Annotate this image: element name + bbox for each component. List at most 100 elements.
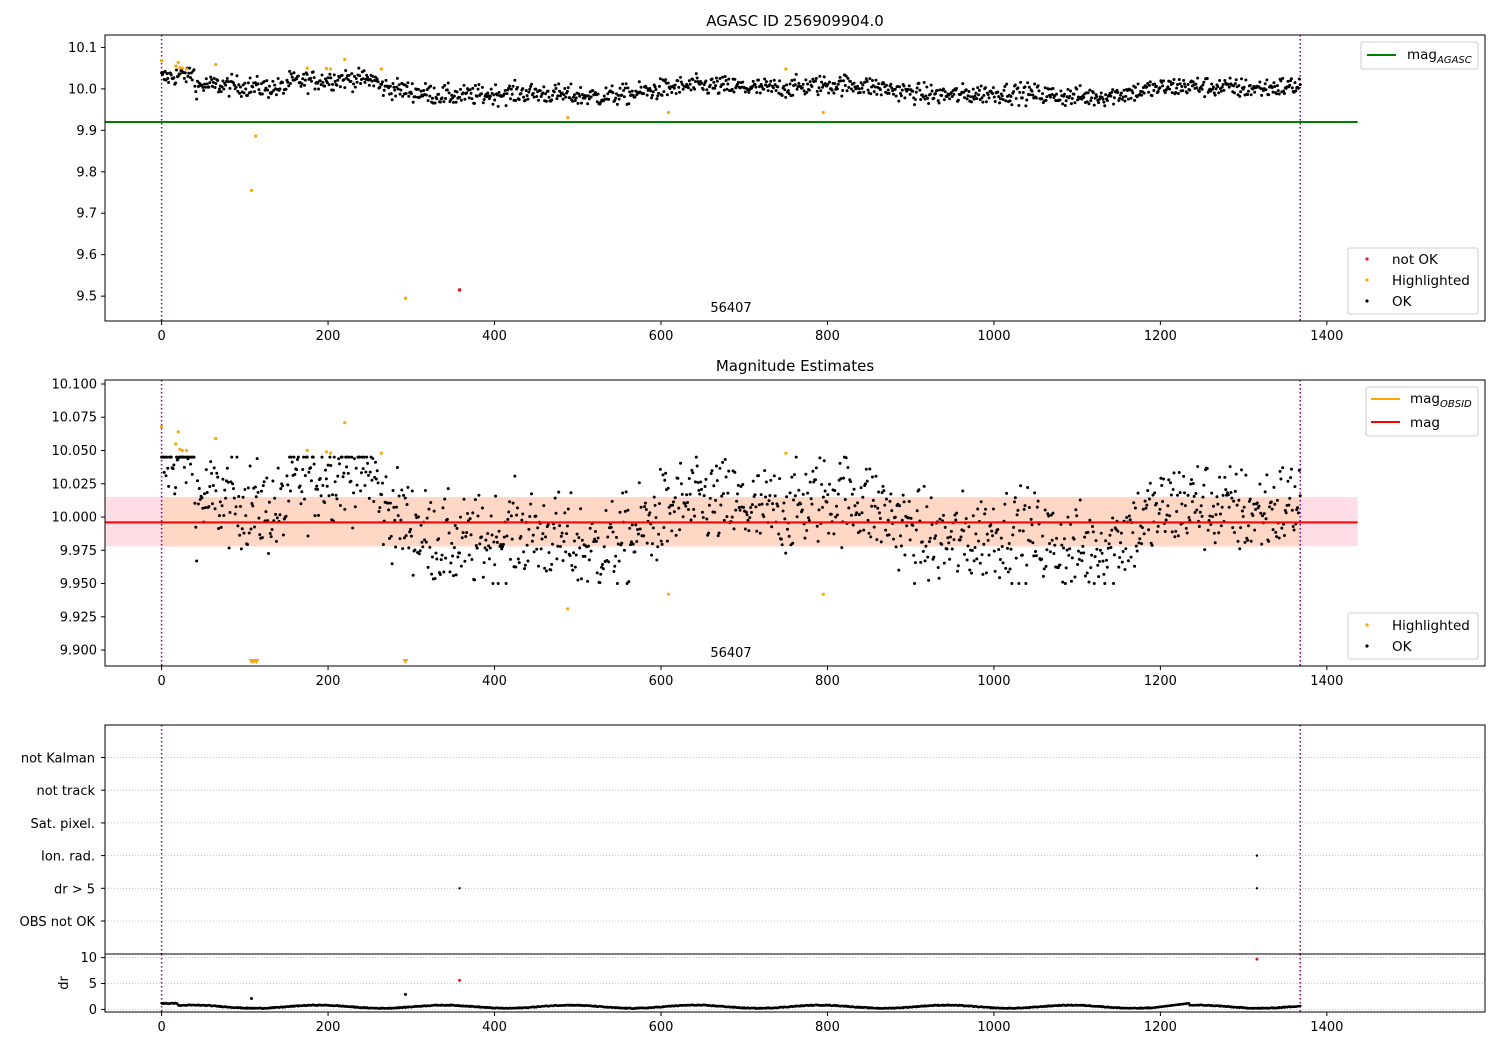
ok-point <box>192 68 196 72</box>
ok-point <box>710 77 714 81</box>
ok-point <box>602 545 606 549</box>
ok-point <box>171 467 175 471</box>
ok-point <box>467 96 471 100</box>
ok-point <box>249 90 253 94</box>
magnitude-line-legend: magOBSID mag <box>1365 386 1479 437</box>
ok-point <box>1187 515 1191 519</box>
ok-point <box>862 90 866 94</box>
ok-point <box>699 480 703 484</box>
ok-point <box>814 466 818 470</box>
ok-point <box>1270 86 1274 90</box>
ok-point <box>382 88 386 92</box>
ok-point <box>1013 496 1017 500</box>
ok-point <box>902 500 906 504</box>
ok-point <box>1161 84 1165 88</box>
ok-point <box>438 572 442 576</box>
ok-point <box>726 491 730 495</box>
ok-point <box>626 86 630 90</box>
ok-point <box>536 526 540 530</box>
highlighted-point <box>159 424 164 429</box>
ok-point <box>1248 497 1252 501</box>
ok-point <box>1005 546 1009 550</box>
ok-point <box>1233 82 1237 86</box>
ok-point <box>502 535 506 539</box>
ok-point <box>1169 493 1173 497</box>
ok-point <box>631 542 635 546</box>
ok-point <box>801 82 805 86</box>
ok-point <box>849 87 853 91</box>
ok-point <box>371 74 375 78</box>
ok-point <box>1170 91 1174 95</box>
ok-point <box>332 455 336 459</box>
ok-point <box>964 517 968 521</box>
ok-point <box>257 516 261 520</box>
ok-point <box>552 90 556 94</box>
ok-point <box>1290 508 1294 512</box>
ok-point <box>1097 101 1101 105</box>
ok-point <box>840 94 844 98</box>
ok-point <box>408 530 412 534</box>
ok-point <box>442 100 446 104</box>
ok-point <box>1133 564 1137 568</box>
ok-point <box>940 93 944 97</box>
ok-point <box>568 96 572 100</box>
ok-point <box>354 466 358 470</box>
ok-point <box>1043 508 1047 512</box>
ok-point <box>1143 499 1147 503</box>
ok-point <box>849 513 853 517</box>
ok-point <box>651 526 655 530</box>
ok-point <box>217 514 221 518</box>
ok-point <box>1203 95 1207 99</box>
ok-point <box>1012 500 1016 504</box>
ok-point <box>1236 539 1240 543</box>
ok-point <box>880 491 884 495</box>
ok-point <box>1014 97 1018 101</box>
ok-point <box>534 87 538 91</box>
ok-point <box>674 91 678 95</box>
ok-point <box>586 102 590 106</box>
dr-panel-frame <box>104 953 1486 1013</box>
ok-point <box>1048 550 1052 554</box>
ok-point <box>690 468 694 472</box>
ok-point <box>324 468 328 472</box>
ok-point <box>645 541 649 545</box>
ok-point <box>1136 82 1140 86</box>
ok-point <box>996 528 1000 532</box>
ok-point <box>846 466 850 470</box>
ok-point <box>196 479 200 483</box>
ok-point <box>1026 485 1030 489</box>
ok-point <box>1075 87 1079 91</box>
ok-point <box>442 570 446 574</box>
ok-point <box>1194 492 1198 496</box>
ok-point <box>1213 541 1217 545</box>
ok-point <box>697 488 701 492</box>
ok-point <box>290 75 294 79</box>
ok-point <box>1247 524 1251 528</box>
ok-point <box>296 455 300 459</box>
ok-point <box>561 97 565 101</box>
ok-point <box>753 493 757 497</box>
ok-point <box>221 477 225 481</box>
ok-point <box>611 530 615 534</box>
ok-point <box>513 474 517 478</box>
ok-point <box>670 90 674 94</box>
ok-point <box>790 78 794 82</box>
ok-point <box>1148 80 1152 84</box>
ok-point <box>481 101 485 105</box>
ok-point <box>993 569 997 573</box>
ok-point <box>213 507 217 511</box>
dr-outlier-point <box>458 978 462 982</box>
ok-point <box>650 542 654 546</box>
ok-point <box>671 503 675 507</box>
ok-point <box>1061 580 1065 584</box>
ok-point <box>463 97 467 101</box>
ok-point <box>492 540 496 544</box>
ok-point <box>842 79 846 83</box>
ok-point <box>544 535 548 539</box>
ok-point <box>328 72 332 76</box>
ok-point <box>400 488 404 492</box>
ok-point <box>1156 524 1160 528</box>
ok-point <box>362 69 366 73</box>
ok-point <box>575 532 579 536</box>
ok-point <box>1069 579 1073 583</box>
